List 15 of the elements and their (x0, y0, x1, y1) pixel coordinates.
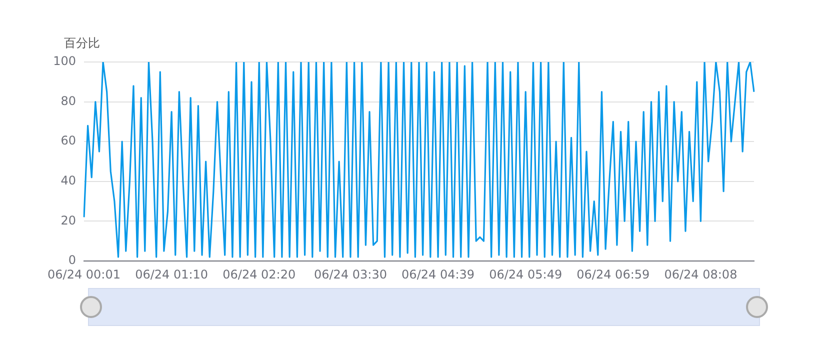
x-tick-label: 06/24 02:20 (222, 267, 296, 282)
y-tick-label: 0 (68, 253, 76, 268)
x-tick-label: 06/24 00:01 (48, 267, 120, 282)
y-tick-label: 20 (60, 213, 76, 228)
x-tick-label: 06/24 04:39 (402, 267, 475, 282)
x-tick-label: 06/24 03:30 (314, 267, 387, 282)
y-axis-title: 百分比 (64, 36, 100, 50)
x-tick-label: 06/24 01:10 (135, 267, 208, 282)
y-tick-label: 60 (60, 134, 76, 148)
x-tick-label: 06/24 05:49 (489, 267, 562, 282)
y-tick-label: 40 (60, 174, 76, 188)
y-tick-label: 80 (60, 94, 76, 108)
y-tick-label: 100 (53, 54, 76, 68)
x-tick-label: 06/24 08:08 (664, 267, 738, 282)
x-tick-label: 06/24 06:59 (576, 267, 650, 282)
